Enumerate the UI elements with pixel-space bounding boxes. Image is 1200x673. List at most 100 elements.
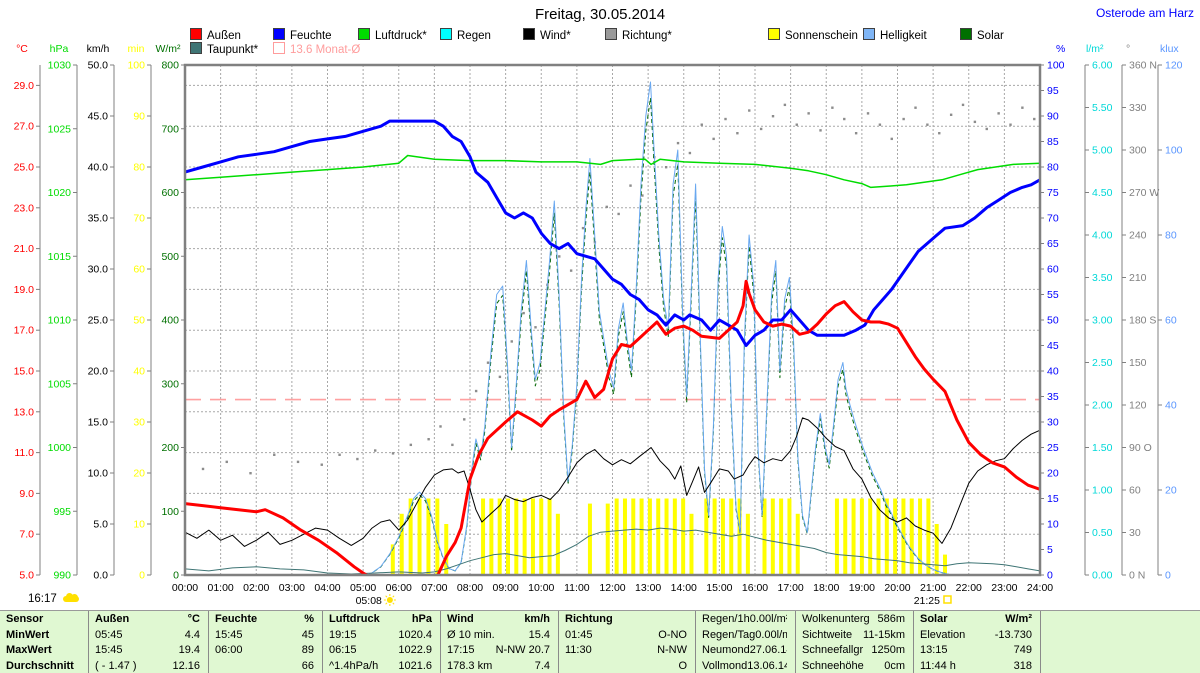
- svg-text:27.0: 27.0: [14, 121, 35, 133]
- svg-text:85: 85: [1047, 136, 1059, 148]
- svg-text:1015: 1015: [48, 251, 72, 263]
- table-cell-regen-0: Regen/1h 0.00l/m²: [702, 613, 787, 625]
- chart-canvas: °C 29.0 27.0 25.0 23.0 21.0 19.0 17.0 15.0 13.0 11…: [14, 43, 1183, 607]
- svg-text:24:00: 24:00: [1027, 582, 1053, 594]
- svg-text:06:00: 06:00: [386, 582, 412, 594]
- series-sonnenschein: [390, 498, 947, 575]
- legend-label-luftdruck: Luftdruck*: [375, 30, 427, 42]
- table-cell-feuchte-2: 06:00 89: [215, 644, 314, 656]
- svg-text:4.00: 4.00: [1092, 230, 1113, 242]
- svg-text:19:00: 19:00: [849, 582, 875, 594]
- svg-text:100: 100: [1047, 60, 1065, 72]
- legend-swatch-solar: [960, 28, 972, 40]
- svg-text:60: 60: [133, 264, 145, 276]
- svg-text:13.0: 13.0: [14, 406, 35, 418]
- svg-text:300: 300: [1129, 145, 1147, 157]
- svg-text:0: 0: [1047, 570, 1053, 582]
- table-cell-aussen-1: 05:45 4.4: [95, 628, 200, 641]
- sun-markers: 05:08 21:25: [356, 594, 952, 607]
- svg-text:120: 120: [1165, 60, 1183, 72]
- legend-item-wind[interactable]: Wind*: [523, 28, 571, 42]
- svg-text:300: 300: [161, 378, 179, 390]
- axis-klux: klux 120 100 80 60 40 20 0: [1157, 43, 1183, 582]
- legend-item-solar[interactable]: Solar: [960, 28, 1004, 42]
- table-cell-wolken-3: Schneehöhe 0cm: [802, 659, 905, 672]
- axis-header-rain: l/m²: [1086, 43, 1104, 55]
- svg-text:150: 150: [1129, 357, 1147, 369]
- legend-label-wind: Wind*: [540, 30, 571, 42]
- sunset-time: 21:25: [914, 595, 940, 607]
- svg-text:45: 45: [1047, 340, 1059, 352]
- svg-text:330: 330: [1129, 102, 1147, 114]
- svg-text:40.0: 40.0: [88, 162, 109, 174]
- svg-text:40: 40: [1047, 366, 1059, 378]
- svg-text:20.0: 20.0: [88, 366, 109, 378]
- svg-text:02:00: 02:00: [243, 582, 269, 594]
- legend-swatch-monat: [273, 42, 285, 54]
- legend-item-aussen[interactable]: Außen: [190, 28, 241, 42]
- axis-header-sun: min: [128, 43, 145, 55]
- legend-item-richtung[interactable]: Richtung*: [605, 28, 672, 42]
- table-cell-feuchte-3: 66: [301, 659, 314, 672]
- svg-text:180 S: 180 S: [1129, 315, 1156, 327]
- svg-text:3.50: 3.50: [1092, 272, 1113, 284]
- svg-text:09:00: 09:00: [492, 582, 518, 594]
- svg-text:0.00: 0.00: [1092, 570, 1113, 582]
- svg-text:40: 40: [1165, 400, 1177, 412]
- legend-label-helligkeit: Helligkeit: [880, 30, 927, 42]
- svg-text:04:00: 04:00: [314, 582, 340, 594]
- table-cell-sensor-1: MinWert: [6, 628, 50, 641]
- legend-item-regen[interactable]: Regen: [440, 28, 491, 42]
- svg-text:55: 55: [1047, 289, 1059, 301]
- svg-text:5.00: 5.00: [1092, 145, 1113, 157]
- axis-header-solar: W/m²: [155, 43, 181, 55]
- legend-label-regen: Regen: [457, 30, 491, 42]
- legend-item-sonnenschein[interactable]: Sonnenschein: [768, 28, 858, 42]
- svg-text:800: 800: [161, 60, 179, 72]
- series-luftdruck: [185, 154, 1040, 189]
- svg-text:120: 120: [1129, 400, 1147, 412]
- legend-label-feuchte: Feuchte: [290, 30, 332, 42]
- svg-text:995: 995: [53, 506, 71, 518]
- legend-label-monat: 13.6 Monat-Ø: [290, 44, 361, 56]
- legend-item-feuchte[interactable]: Feuchte: [273, 28, 332, 42]
- axis-hpa: hPa 1030 1025 1020 1015 1010 1005 1000 995 990: [48, 43, 78, 582]
- table-cell-luftdruck-1: 19:15 1020.4: [329, 628, 432, 641]
- svg-text:25.0: 25.0: [14, 162, 35, 174]
- table-cell-wind-0: Wind km/h: [447, 613, 550, 625]
- axis-header-klux: klux: [1160, 43, 1179, 55]
- legend-label-solar: Solar: [977, 30, 1004, 42]
- table-cell-wind-3: 178.3 km 7.4: [447, 659, 550, 672]
- sunrise-time: 05:08: [356, 595, 382, 607]
- current-time-label: 16:17: [28, 593, 57, 605]
- svg-text:22:00: 22:00: [956, 582, 982, 594]
- svg-text:10: 10: [133, 519, 145, 531]
- svg-text:35: 35: [1047, 391, 1059, 403]
- svg-text:15.0: 15.0: [14, 366, 35, 378]
- svg-text:3.00: 3.00: [1092, 315, 1113, 327]
- legend-swatch-feuchte: [273, 28, 285, 40]
- legend-item-monat[interactable]: 13.6 Monat-Ø: [273, 42, 361, 56]
- svg-text:60: 60: [1047, 264, 1059, 276]
- svg-text:19.0: 19.0: [14, 284, 35, 296]
- legend-item-helligkeit[interactable]: Helligkeit: [863, 28, 927, 42]
- svg-text:5: 5: [1047, 544, 1053, 556]
- svg-text:70: 70: [1047, 213, 1059, 225]
- status-bar: 16:17: [28, 593, 79, 605]
- legend-item-luftdruck[interactable]: Luftdruck*: [358, 28, 427, 42]
- svg-text:20: 20: [133, 468, 145, 480]
- svg-text:95: 95: [1047, 85, 1059, 97]
- svg-text:14:00: 14:00: [671, 582, 697, 594]
- svg-text:100: 100: [161, 506, 179, 518]
- svg-text:25.0: 25.0: [88, 315, 109, 327]
- svg-text:0: 0: [1165, 570, 1171, 582]
- svg-text:29.0: 29.0: [14, 80, 35, 92]
- legend-swatch-regen: [440, 28, 452, 40]
- table-cell-wolken-0: Wolkenunterg 586m: [802, 613, 905, 625]
- svg-text:80: 80: [133, 162, 145, 174]
- axis-rain: l/m² 6.00 5.50 5.00 4.50 4.00 3.50 3.00 2.50 2.00…: [1084, 43, 1113, 582]
- svg-text:20:00: 20:00: [884, 582, 910, 594]
- svg-text:990: 990: [53, 570, 71, 582]
- svg-text:1000: 1000: [48, 442, 72, 454]
- legend-item-taupunkt[interactable]: Taupunkt*: [190, 42, 258, 56]
